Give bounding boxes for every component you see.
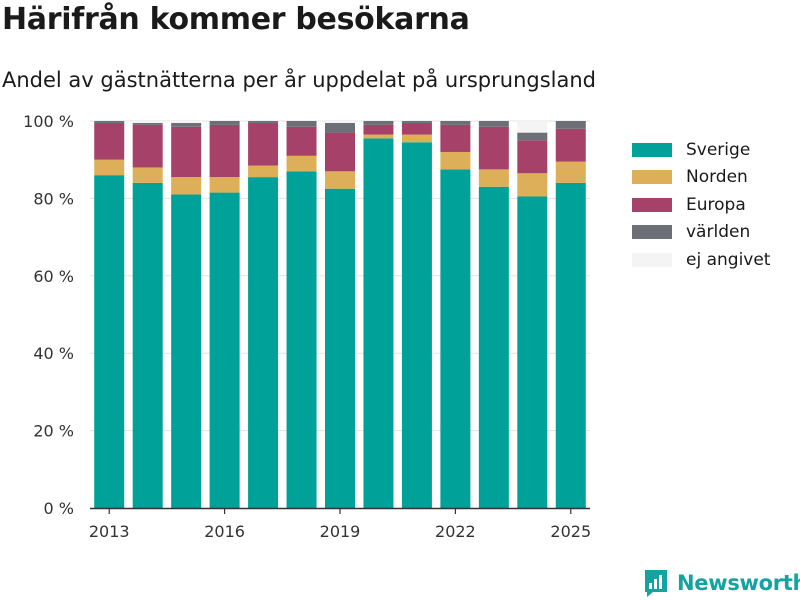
bar-segment-europa-2014 bbox=[132, 124, 163, 168]
bar-segment-världen-2018 bbox=[286, 121, 317, 127]
x-tick-label: 2025 bbox=[550, 522, 591, 541]
bar-segment-norden-2024 bbox=[517, 173, 548, 197]
legend-label: världen bbox=[686, 222, 751, 243]
y-tick-label: 80 % bbox=[33, 189, 74, 208]
bar-segment-sverige-2025 bbox=[555, 182, 586, 509]
bar-segment-norden-2020 bbox=[363, 134, 394, 139]
bar-segment-europa-2013 bbox=[94, 122, 125, 160]
bar-segment-europa-2017 bbox=[248, 122, 279, 166]
y-tick-label: 60 % bbox=[33, 267, 74, 286]
bar-segment-ej-angivet-2019 bbox=[325, 121, 355, 123]
bar-segment-norden-2018 bbox=[286, 155, 317, 172]
bar-segment-världen-2017 bbox=[248, 121, 279, 123]
bar-segment-världen-2024 bbox=[517, 132, 548, 141]
bar-segment-sverige-2023 bbox=[478, 186, 509, 509]
bar-segment-världen-2023 bbox=[478, 121, 509, 127]
bar-segment-världen-2013 bbox=[94, 121, 125, 123]
legend-swatch bbox=[632, 225, 672, 240]
bar-segment-sverige-2018 bbox=[286, 171, 317, 508]
bar-segment-sverige-2015 bbox=[171, 194, 202, 508]
bar-segment-norden-2025 bbox=[555, 161, 586, 183]
bar-segment-europa-2020 bbox=[363, 124, 394, 135]
legend-swatch bbox=[632, 170, 672, 185]
y-tick-label: 40 % bbox=[33, 344, 74, 363]
y-tick-label: 20 % bbox=[33, 422, 74, 441]
legend-label: ej angivet bbox=[686, 249, 771, 270]
bar-segment-sverige-2014 bbox=[132, 182, 163, 509]
bar-segment-sverige-2021 bbox=[401, 142, 432, 508]
legend-item: Europa bbox=[632, 191, 770, 219]
legend-swatch bbox=[632, 252, 672, 267]
bar-segment-ej-angivet-2015 bbox=[171, 121, 202, 123]
legend-item: ej angivet bbox=[632, 246, 770, 274]
bar-segment-världen-2014 bbox=[132, 122, 163, 125]
bar-segment-sverige-2016 bbox=[209, 192, 240, 508]
bar-segment-världen-2019 bbox=[325, 122, 355, 133]
bar-segment-europa-2019 bbox=[325, 132, 355, 172]
brand-name: Newsworthy bbox=[677, 571, 800, 595]
legend-item: Sverige bbox=[632, 136, 770, 164]
brand-logo: Newsworthy bbox=[643, 568, 800, 598]
bar-segment-norden-2023 bbox=[478, 169, 509, 187]
bar-segment-norden-2013 bbox=[94, 159, 125, 176]
legend-item: världen bbox=[632, 219, 770, 247]
bar-segment-norden-2021 bbox=[401, 134, 432, 143]
bar-segment-världen-2021 bbox=[401, 121, 432, 123]
bar-segment-sverige-2020 bbox=[363, 138, 394, 509]
y-tick-label: 0 % bbox=[44, 499, 74, 518]
newsworthy-logo-icon bbox=[645, 570, 667, 597]
legend-swatch bbox=[632, 197, 672, 212]
legend-swatch bbox=[632, 142, 672, 157]
bar-segment-sverige-2013 bbox=[94, 175, 125, 508]
bar-segment-europa-2024 bbox=[517, 140, 548, 174]
x-tick-label: 2016 bbox=[204, 522, 245, 541]
bar-segment-sverige-2019 bbox=[325, 188, 355, 508]
bar-segment-norden-2016 bbox=[209, 177, 240, 193]
bar-segment-världen-2015 bbox=[171, 122, 202, 127]
bar-segment-sverige-2022 bbox=[440, 169, 471, 508]
legend: Sverige Norden Europa världen ej angivet bbox=[632, 136, 770, 274]
bar-segment-norden-2019 bbox=[325, 171, 355, 189]
bar-segment-norden-2015 bbox=[171, 177, 202, 195]
bar-segment-europa-2018 bbox=[286, 126, 317, 156]
bar-segment-norden-2022 bbox=[440, 151, 471, 170]
bar-segment-norden-2014 bbox=[132, 167, 163, 183]
bar-segment-ej-angivet-2024 bbox=[517, 121, 548, 133]
bar-segment-europa-2022 bbox=[440, 124, 471, 152]
bar-segment-europa-2023 bbox=[478, 126, 509, 170]
x-tick-label: 2022 bbox=[435, 522, 476, 541]
legend-label: Norden bbox=[686, 167, 748, 188]
legend-item: Norden bbox=[632, 164, 770, 192]
bar-segment-europa-2025 bbox=[555, 128, 586, 162]
x-tick-label: 2019 bbox=[320, 522, 361, 541]
y-tick-label: 100 % bbox=[23, 112, 74, 131]
bar-segment-sverige-2017 bbox=[248, 177, 279, 509]
chart-subtitle: Andel av gästnätterna per år uppdelat på… bbox=[2, 68, 596, 92]
bar-segment-sverige-2024 bbox=[517, 196, 548, 508]
bar-segment-världen-2022 bbox=[440, 121, 471, 125]
bar-segment-världen-2020 bbox=[363, 121, 394, 125]
bar-segment-världen-2016 bbox=[209, 121, 240, 125]
bar-segment-europa-2015 bbox=[171, 126, 202, 178]
x-tick-label: 2013 bbox=[89, 522, 130, 541]
bar-segment-norden-2017 bbox=[248, 165, 279, 178]
bar-segment-ej-angivet-2014 bbox=[132, 121, 163, 123]
chart-title: Härifrån kommer besökarna bbox=[2, 2, 470, 37]
legend-label: Europa bbox=[686, 194, 746, 215]
bar-segment-världen-2025 bbox=[555, 121, 586, 129]
bar-segment-europa-2021 bbox=[401, 122, 432, 135]
bar-segment-europa-2016 bbox=[209, 124, 240, 178]
legend-label: Sverige bbox=[686, 139, 751, 160]
